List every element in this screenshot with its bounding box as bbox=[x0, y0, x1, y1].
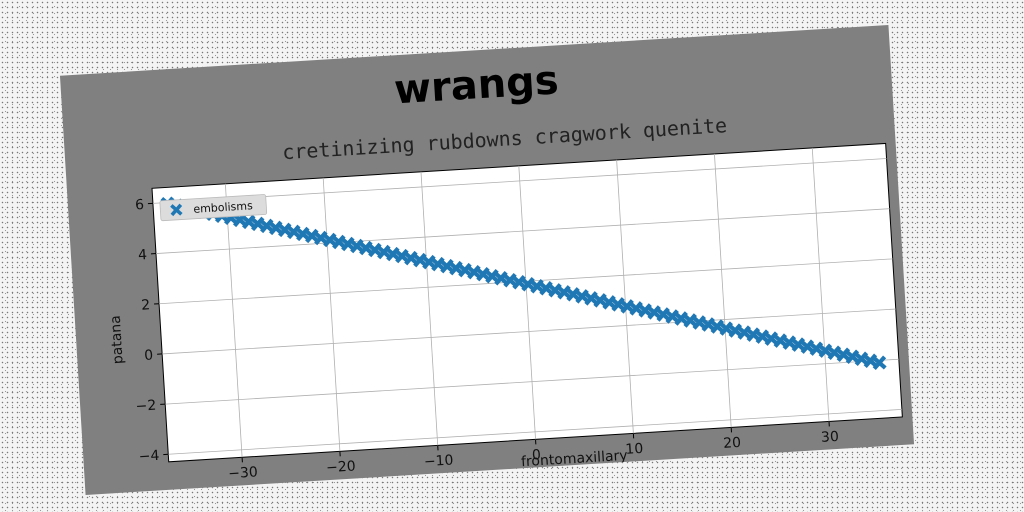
grid-line-y bbox=[155, 208, 890, 254]
grid-line-x bbox=[616, 159, 634, 434]
grid-line-y bbox=[162, 308, 896, 355]
y-axis-ticks: −4 −2 0 2 4 6 bbox=[135, 197, 169, 465]
x-tick-label: 10 bbox=[625, 441, 644, 458]
data-point-marker bbox=[872, 355, 887, 371]
y-tick-label: 0 bbox=[144, 347, 154, 364]
y-tick-label: −4 bbox=[138, 448, 160, 465]
chart-canvas: wrangs cretinizing rubdowns cragwork que… bbox=[108, 57, 903, 482]
x-tick-label: 30 bbox=[821, 429, 840, 446]
grid-line-x bbox=[518, 165, 536, 440]
y-tick-label: 4 bbox=[138, 247, 148, 264]
x-axis-ticks: −30 −20 −10 0 10 20 30 bbox=[228, 421, 840, 482]
x-tick-label: 0 bbox=[532, 447, 542, 464]
chart-title: cretinizing rubdowns cragwork quenite bbox=[282, 113, 728, 164]
y-axis-label: patana bbox=[108, 315, 127, 365]
y-tick-label: 2 bbox=[141, 297, 151, 314]
grid-line-y bbox=[152, 158, 887, 204]
legend-marker-x-icon bbox=[170, 203, 183, 217]
grid-line-x bbox=[811, 147, 830, 422]
grid-line-x bbox=[714, 153, 732, 428]
grid-line-x bbox=[420, 171, 439, 446]
y-tick-label: −2 bbox=[135, 398, 157, 415]
y-tick-label: 6 bbox=[135, 197, 145, 214]
chart-suptitle: wrangs bbox=[393, 57, 560, 113]
legend-label-embolisms: embolisms bbox=[193, 199, 253, 216]
legend: embolisms bbox=[159, 194, 268, 222]
chart-figure: wrangs cretinizing rubdowns cragwork que… bbox=[59, 25, 915, 495]
grid-line-y bbox=[168, 409, 902, 455]
grid-line-y bbox=[165, 358, 899, 405]
x-tick-label: −10 bbox=[423, 452, 453, 470]
legend-marker bbox=[170, 203, 183, 217]
legend-box bbox=[159, 194, 268, 222]
grid-line-x bbox=[322, 177, 341, 452]
x-tick-label: 20 bbox=[723, 435, 742, 452]
x-tick-label: −30 bbox=[228, 464, 258, 482]
x-tick-label: −20 bbox=[326, 458, 356, 476]
grid-line-x bbox=[224, 183, 243, 458]
